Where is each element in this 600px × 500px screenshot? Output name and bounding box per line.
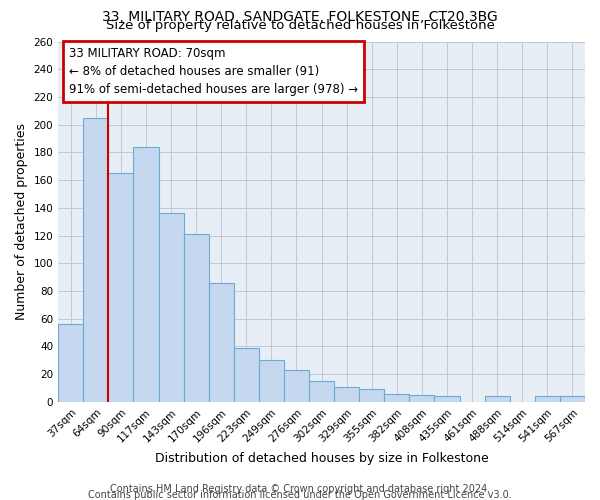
Bar (158, 214, 184, 402)
Bar (359, 390, 385, 402)
Bar (409, 395, 434, 402)
Text: 33 MILITARY ROAD: 70sqm
← 8% of detached houses are smaller (91)
91% of semi-det: 33 MILITARY ROAD: 70sqm ← 8% of detached… (69, 47, 358, 96)
Bar (133, 147, 158, 402)
Bar (58, 324, 83, 402)
Bar (334, 386, 359, 402)
Bar (109, 173, 133, 402)
Bar (83, 118, 109, 402)
Bar (209, 282, 234, 402)
Y-axis label: Number of detached properties: Number of detached properties (15, 123, 28, 320)
Text: Contains public sector information licensed under the Open Government Licence v3: Contains public sector information licen… (88, 490, 512, 500)
Bar (284, 370, 309, 402)
Bar (535, 396, 560, 402)
Bar (485, 396, 510, 402)
Bar (309, 381, 334, 402)
Bar (259, 360, 284, 402)
X-axis label: Distribution of detached houses by size in Folkestone: Distribution of detached houses by size … (155, 452, 488, 465)
Text: 33, MILITARY ROAD, SANDGATE, FOLKESTONE, CT20 3BG: 33, MILITARY ROAD, SANDGATE, FOLKESTONE,… (102, 10, 498, 24)
Bar (434, 396, 460, 402)
Text: Contains HM Land Registry data © Crown copyright and database right 2024.: Contains HM Land Registry data © Crown c… (110, 484, 490, 494)
Bar (385, 394, 409, 402)
Bar (184, 234, 209, 402)
Text: Size of property relative to detached houses in Folkestone: Size of property relative to detached ho… (106, 18, 494, 32)
Bar (234, 348, 259, 402)
Bar (560, 396, 585, 402)
